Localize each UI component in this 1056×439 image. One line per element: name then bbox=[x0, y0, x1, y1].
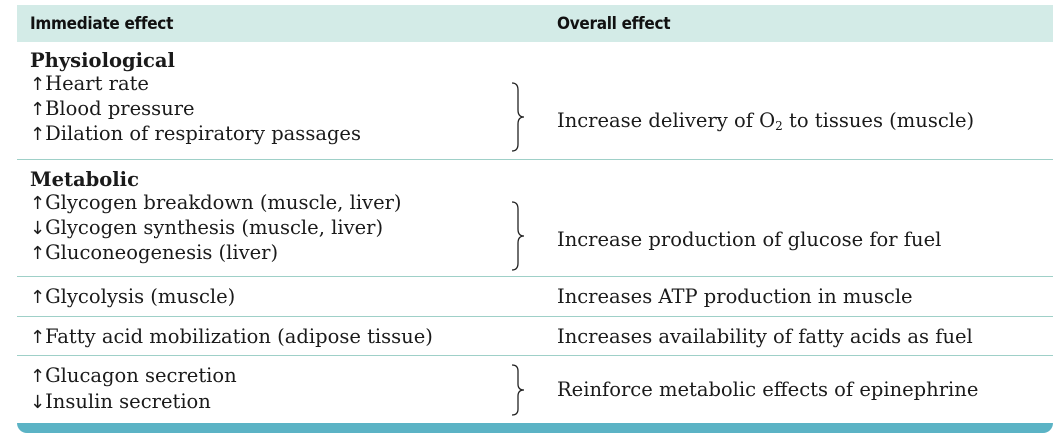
group-title-metabolic: Metabolic bbox=[30, 168, 139, 191]
physiological-row: Physiological ↑Heart rate ↑Blood pressur… bbox=[17, 42, 1053, 160]
group-title-physiological: Physiological bbox=[30, 49, 175, 72]
effects-table: Immediate effect Overall effect Physiolo… bbox=[17, 5, 1053, 433]
up-arrow-icon: ↑ bbox=[30, 243, 46, 264]
brace-icon bbox=[511, 82, 525, 152]
glycolysis-item: ↑Glycolysis (muscle) bbox=[30, 285, 236, 308]
overall-hormones: Reinforce metabolic effects of epinephri… bbox=[557, 378, 979, 401]
fatty-acid-item: ↑Fatty acid mobilization (adipose tissue… bbox=[30, 325, 433, 348]
up-arrow-icon: ↑ bbox=[30, 74, 46, 95]
down-arrow-icon: ↓ bbox=[30, 392, 46, 413]
glycolysis-row: ↑Glycolysis (muscle) Increases ATP produ… bbox=[17, 277, 1053, 317]
physiological-item-2: ↑Blood pressure bbox=[30, 97, 195, 120]
overall-metabolic: Increase production of glucose for fuel bbox=[557, 228, 942, 251]
overall-fatty-acid: Increases availability of fatty acids as… bbox=[557, 325, 973, 348]
up-arrow-icon: ↑ bbox=[30, 99, 46, 120]
metabolic-item-1: ↑Glycogen breakdown (muscle, liver) bbox=[30, 191, 402, 214]
hormones-item-1: ↑Glucagon secretion bbox=[30, 364, 237, 387]
up-arrow-icon: ↑ bbox=[30, 287, 46, 308]
hormones-row: ↑Glucagon secretion ↓Insulin secretion R… bbox=[17, 356, 1053, 423]
table-header: Immediate effect Overall effect bbox=[17, 5, 1053, 42]
brace-icon bbox=[511, 364, 525, 416]
table-bottom-bar bbox=[17, 423, 1053, 433]
up-arrow-icon: ↑ bbox=[30, 193, 46, 214]
brace-icon bbox=[511, 201, 525, 271]
overall-glycolysis: Increases ATP production in muscle bbox=[557, 285, 913, 308]
metabolic-row: Metabolic ↑Glycogen breakdown (muscle, l… bbox=[17, 160, 1053, 277]
down-arrow-icon: ↓ bbox=[30, 218, 46, 239]
overall-physiological: Increase delivery of O2 to tissues (musc… bbox=[557, 109, 975, 133]
up-arrow-icon: ↑ bbox=[30, 124, 46, 145]
header-overall-effect: Overall effect bbox=[557, 14, 671, 34]
physiological-item-1: ↑Heart rate bbox=[30, 72, 149, 95]
metabolic-item-2: ↓Glycogen synthesis (muscle, liver) bbox=[30, 216, 384, 239]
physiological-item-3: ↑Dilation of respiratory passages bbox=[30, 122, 361, 145]
up-arrow-icon: ↑ bbox=[30, 366, 46, 387]
fatty-acid-row: ↑Fatty acid mobilization (adipose tissue… bbox=[17, 317, 1053, 356]
header-immediate-effect: Immediate effect bbox=[30, 14, 174, 34]
hormones-item-2: ↓Insulin secretion bbox=[30, 390, 211, 413]
up-arrow-icon: ↑ bbox=[30, 327, 46, 348]
metabolic-item-3: ↑Gluconeogenesis (liver) bbox=[30, 241, 279, 264]
